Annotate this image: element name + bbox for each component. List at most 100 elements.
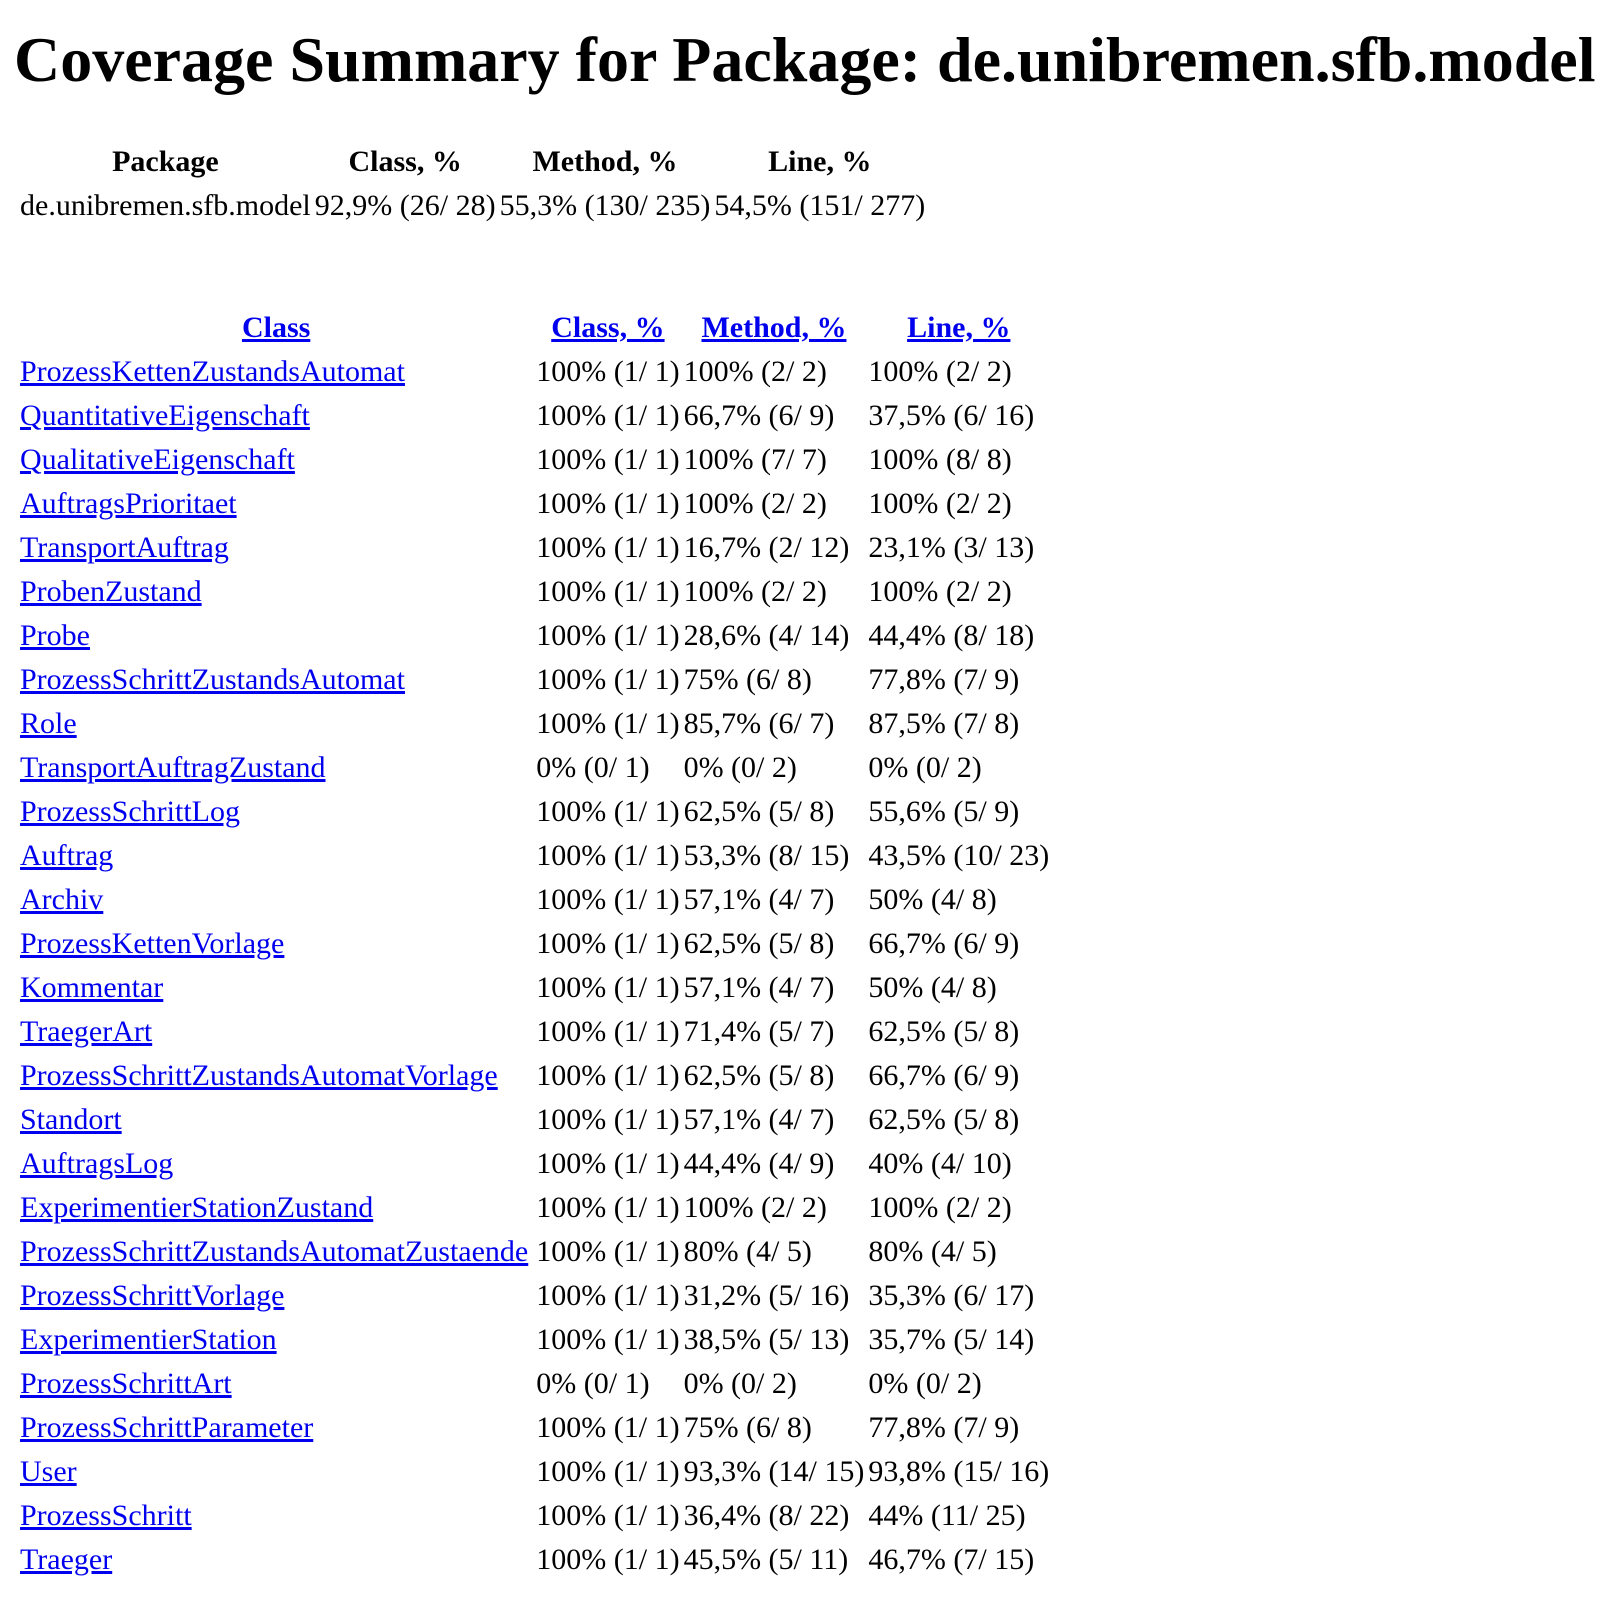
class-name-cell: Role [20, 702, 532, 746]
class-pct-cell: 100% (1/ 1) [536, 1015, 680, 1048]
table-row: QualitativeEigenschaft 100% (1/ 1) 100% (7… [20, 438, 1049, 482]
table-row: AuftragsPrioritaet 100% (1/ 1) 100% (2/ 2)… [20, 482, 1049, 526]
class-link[interactable]: ProzessSchrittVorlage [20, 1279, 285, 1312]
table-row: ProzessKettenVorlage 100% (1/ 1) 62,5% (5/… [20, 922, 1049, 966]
class-link[interactable]: ProbenZustand [20, 575, 202, 608]
class-pct-cell: 100% (1/ 1) [536, 1499, 680, 1532]
class-link[interactable]: ProzessSchrittZustandsAutomatZustaende [20, 1235, 529, 1268]
method-pct-cell: 53,3% (8/ 15) [683, 839, 850, 872]
class-link[interactable]: TraegerArt [20, 1015, 153, 1048]
class-link[interactable]: ProzessKettenZustandsAutomat [20, 355, 405, 388]
class-link[interactable]: ProzessKettenVorlage [20, 927, 285, 960]
class-link[interactable]: Auftrag [20, 839, 114, 872]
class-link[interactable]: QualitativeEigenschaft [20, 443, 295, 476]
class-link[interactable]: QuantitativeEigenschaft [20, 399, 310, 432]
class-name-cell: ProzessSchrittZustandsAutomatVorlage [20, 1054, 532, 1098]
classes-header-row: Class Class, % Method, % Line, % [20, 306, 1049, 350]
method-pct-cell: 36,4% (8/ 22) [683, 1499, 850, 1532]
class-name-cell: ProzessKettenVorlage [20, 922, 532, 966]
line-pct-cell: 50% (4/ 8) [868, 971, 997, 1004]
class-pct-cell: 100% (1/ 1) [536, 443, 680, 476]
class-pct-cell: 100% (1/ 1) [536, 355, 680, 388]
method-pct-cell: 57,1% (4/ 7) [683, 1103, 835, 1136]
class-link[interactable]: Kommentar [20, 971, 164, 1004]
class-name-cell: TraegerArt [20, 1010, 532, 1054]
class-pct-cell: 100% (1/ 1) [536, 927, 680, 960]
summary-header-method-pct: Method, % [532, 145, 678, 178]
summary-row: de.unibremen.sfb.model 92,9% (26/ 28) 55… [20, 184, 925, 228]
sort-by-class-link[interactable]: Class [241, 311, 311, 344]
class-name-cell: AuftragsLog [20, 1142, 532, 1186]
table-row: Standort 100% (1/ 1) 57,1% (4/ 7) 62,5% (5/… [20, 1098, 1049, 1142]
table-row: ProbenZustand 100% (1/ 1) 100% (2/ 2) 100% … [20, 570, 1049, 614]
method-pct-cell: 62,5% (5/ 8) [683, 795, 835, 828]
table-row: ProzessSchrittVorlage 100% (1/ 1) 31,2% (5… [20, 1274, 1049, 1318]
class-link[interactable]: ExperimentierStation [20, 1323, 277, 1356]
line-pct-cell: 93,8% (15/ 16) [868, 1455, 1050, 1488]
class-link[interactable]: ProzessSchritt [20, 1499, 192, 1532]
line-pct-cell: 0% (0/ 2) [868, 751, 982, 784]
class-pct-cell: 100% (1/ 1) [536, 487, 680, 520]
class-name-cell: TransportAuftrag [20, 526, 532, 570]
table-row: Archiv 100% (1/ 1) 57,1% (4/ 7) 50% (4/ 8) [20, 878, 1049, 922]
class-link[interactable]: Standort [20, 1103, 122, 1136]
class-pct-cell: 100% (1/ 1) [536, 1279, 680, 1312]
method-pct-cell: 57,1% (4/ 7) [683, 971, 835, 1004]
class-name-cell: QuantitativeEigenschaft [20, 394, 532, 438]
sort-by-class-pct-link[interactable]: Class, % [551, 311, 665, 344]
class-name-cell: Traeger [20, 1538, 532, 1582]
page-title: Coverage Summary for Package: de.unibrem… [14, 24, 1596, 95]
class-name-cell: Probe [20, 614, 532, 658]
table-row: ProzessSchrittZustandsAutomat 100% (1/ 1)… [20, 658, 1049, 702]
method-pct-cell: 38,5% (5/ 13) [683, 1323, 850, 1356]
line-pct-cell: 100% (2/ 2) [868, 487, 1012, 520]
method-pct-cell: 100% (2/ 2) [683, 575, 827, 608]
class-link[interactable]: ExperimentierStationZustand [20, 1191, 374, 1224]
line-pct-cell: 62,5% (5/ 8) [868, 1103, 1020, 1136]
table-row: ExperimentierStationZustand 100% (1/ 1) 10… [20, 1186, 1049, 1230]
line-pct-cell: 44% (11/ 25) [868, 1499, 1026, 1532]
class-link[interactable]: TransportAuftrag [20, 531, 229, 564]
class-link[interactable]: ProzessSchrittArt [20, 1367, 232, 1400]
class-name-cell: ProzessSchrittArt [20, 1362, 532, 1406]
classes-header-method-pct: Method, % [684, 306, 865, 350]
method-pct-cell: 16,7% (2/ 12) [683, 531, 850, 564]
method-pct-cell: 28,6% (4/ 14) [683, 619, 850, 652]
class-link[interactable]: Traeger [20, 1543, 113, 1576]
table-row: Auftrag 100% (1/ 1) 53,3% (8/ 15) 43,5% (10… [20, 834, 1049, 878]
method-pct-cell: 71,4% (5/ 7) [683, 1015, 835, 1048]
class-pct-cell: 100% (1/ 1) [536, 399, 680, 432]
sort-by-line-pct-link[interactable]: Line, % [907, 311, 1011, 344]
method-pct-cell: 57,1% (4/ 7) [683, 883, 835, 916]
class-link[interactable]: Role [20, 707, 77, 740]
class-name-cell: ProzessSchrittLog [20, 790, 532, 834]
class-pct-cell: 100% (1/ 1) [536, 1147, 680, 1180]
line-pct-cell: 100% (2/ 2) [868, 355, 1012, 388]
class-name-cell: ProzessSchrittZustandsAutomat [20, 658, 532, 702]
class-coverage-table: Class Class, % Method, % Line, % Prozess… [16, 306, 1053, 1582]
line-pct-cell: 44,4% (8/ 18) [868, 619, 1035, 652]
class-link[interactable]: User [20, 1455, 77, 1488]
class-link[interactable]: TransportAuftragZustand [20, 751, 326, 784]
class-pct-cell: 100% (1/ 1) [536, 531, 680, 564]
sort-by-method-pct-link[interactable]: Method, % [701, 311, 847, 344]
class-link[interactable]: AuftragsPrioritaet [20, 487, 237, 520]
summary-line-pct: 54,5% (151/ 277) [714, 189, 926, 222]
line-pct-cell: 35,3% (6/ 17) [868, 1279, 1035, 1312]
table-row: ProzessSchrittLog 100% (1/ 1) 62,5% (5/ 8)… [20, 790, 1049, 834]
method-pct-cell: 100% (2/ 2) [683, 487, 827, 520]
summary-header-class-pct: Class, % [348, 145, 462, 178]
class-link[interactable]: ProzessSchrittLog [20, 795, 240, 828]
class-link[interactable]: ProzessSchrittZustandsAutomat [20, 663, 405, 696]
table-row: QuantitativeEigenschaft 100% (1/ 1) 66,7% … [20, 394, 1049, 438]
class-link[interactable]: AuftragsLog [20, 1147, 174, 1180]
class-link[interactable]: ProzessSchrittParameter [20, 1411, 314, 1444]
class-link[interactable]: Probe [20, 619, 90, 652]
class-name-cell: User [20, 1450, 532, 1494]
class-name-cell: TransportAuftragZustand [20, 746, 532, 790]
class-link[interactable]: Archiv [20, 883, 104, 916]
package-summary-table: Package Class, % Method, % Line, % de.un… [16, 140, 929, 228]
line-pct-cell: 35,7% (5/ 14) [868, 1323, 1035, 1356]
table-row: AuftragsLog 100% (1/ 1) 44,4% (4/ 9) 40% (4… [20, 1142, 1049, 1186]
class-link[interactable]: ProzessSchrittZustandsAutomatVorlage [20, 1059, 498, 1092]
